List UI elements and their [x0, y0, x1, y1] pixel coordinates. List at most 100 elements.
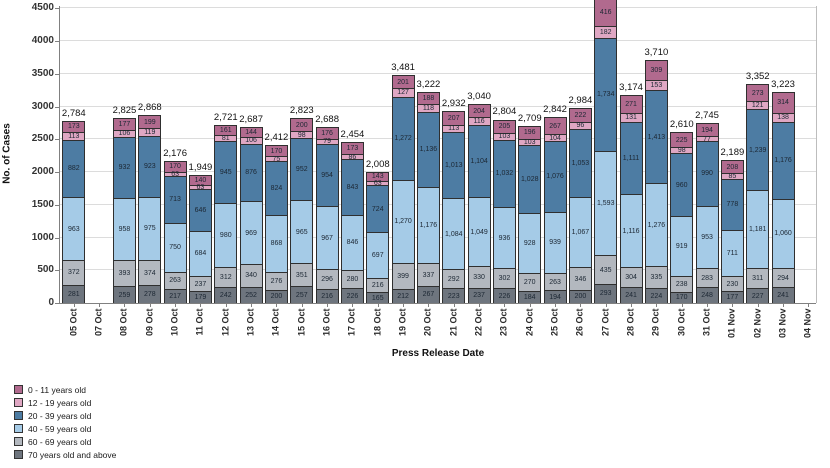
- bar-total-label: 2,932: [441, 98, 466, 110]
- bar-value-label: 1,028: [520, 175, 539, 183]
- legend-item: 12 - 19 years old: [14, 396, 116, 409]
- x-tick-label: 01 Nov: [726, 308, 737, 339]
- bar-segment: 919: [670, 216, 694, 277]
- x-tick-mark: [453, 304, 455, 307]
- bar-value-label: 954: [321, 171, 333, 179]
- bar-value-label: 1,013: [444, 162, 463, 170]
- bar-segment: 200: [264, 289, 288, 303]
- bar-segment: 945: [214, 140, 238, 203]
- bar-value-label: 923: [143, 163, 156, 171]
- bar-segment: 1,734: [594, 37, 618, 152]
- bar-segment: 179: [188, 291, 212, 303]
- x-tick-label: 28 Oct: [625, 308, 636, 337]
- bar-segment: 86: [340, 154, 364, 161]
- bar-value-label: 939: [549, 239, 561, 247]
- bar-value-label: 304: [625, 274, 637, 282]
- legend-item: 0 - 11 years old: [14, 383, 116, 396]
- bar-segment: 226: [492, 288, 516, 303]
- bar-value-label: 237: [473, 292, 485, 300]
- bar-value-label: 257: [295, 291, 308, 299]
- legend-swatch: [14, 450, 23, 459]
- bar-segment: 963: [62, 197, 86, 261]
- bar-segment: 330: [467, 265, 491, 288]
- bar-segment: 1,111: [619, 121, 643, 195]
- bar-value-label: 1,053: [571, 159, 590, 167]
- bar-segment: 118: [416, 104, 440, 112]
- bar-segment: 226: [340, 288, 364, 303]
- bar-value-label: 372: [67, 269, 80, 277]
- legend-swatch: [14, 385, 23, 394]
- x-tick-label: 07 Oct: [93, 308, 104, 337]
- bar-total-label: 2,784: [61, 107, 86, 119]
- x-tick-mark: [783, 304, 785, 307]
- bar-value-label: 188: [422, 95, 435, 103]
- bar-segment: 304: [619, 267, 643, 288]
- bar-segment: 713: [163, 175, 187, 223]
- bar-value-label: 113: [68, 132, 80, 140]
- bar: 170 238 919 960 98 225: [670, 132, 694, 303]
- bar-value-label: 969: [245, 229, 257, 237]
- x-tick-label: 10 Oct: [169, 308, 180, 337]
- bar-segment: 1,028: [518, 145, 542, 213]
- bar-segment: 294: [771, 268, 795, 288]
- y-tick-mark: [55, 270, 59, 272]
- bar-total-label: 2,688: [315, 114, 339, 126]
- y-tick-label: 3000: [31, 100, 54, 112]
- bar: 257 351 965 952 98 200: [290, 118, 314, 303]
- bar-segment: 116: [467, 117, 491, 125]
- bar-segment: 263: [163, 271, 187, 289]
- bar-segment: 106: [112, 129, 136, 137]
- bar-segment: 270: [518, 273, 542, 291]
- bar-value-label: 241: [625, 292, 637, 300]
- x-tick-mark: [529, 304, 531, 307]
- bar-value-label: 226: [498, 292, 511, 300]
- x-tick-label: 05 Oct: [68, 308, 79, 337]
- bar-segment: 205: [492, 119, 516, 133]
- bar-segment: 170: [264, 145, 288, 157]
- bar-value-label: 63: [196, 183, 205, 191]
- bar: 267 337 1,176 1,136 118 188: [416, 92, 440, 303]
- bar-value-label: 230: [726, 280, 739, 288]
- bar-segment: 958: [112, 197, 136, 261]
- plot-area: 281 372 963 882 113 173 2,784 259 393 958 932 106 17…: [60, 0, 816, 303]
- bar-segment: 340: [239, 264, 263, 287]
- bar-segment: 103: [492, 132, 516, 140]
- bar: 200 276 868 824 75 170: [264, 145, 288, 303]
- bar-value-label: 199: [143, 118, 156, 126]
- bar-segment: 103: [518, 138, 542, 146]
- bar-segment: 684: [188, 231, 212, 276]
- legend-item: 60 - 69 years old: [14, 435, 116, 448]
- x-tick-mark: [757, 304, 759, 307]
- bar-value-label: 953: [701, 234, 713, 242]
- bar-value-label: 224: [650, 292, 663, 300]
- bar-segment: 975: [138, 196, 162, 261]
- bar-segment: 208: [720, 159, 744, 174]
- x-tick-label: 11 Oct: [194, 308, 205, 336]
- bar-value-label: 140: [194, 177, 207, 185]
- bar-value-label: 314: [777, 99, 789, 107]
- bar-value-label: 1,734: [596, 91, 615, 99]
- bar-segment: 280: [340, 269, 364, 289]
- bar-value-label: 351: [295, 271, 308, 279]
- bar-value-label: 990: [701, 170, 713, 178]
- y-tick-mark: [55, 303, 59, 304]
- bar-value-label: 242: [219, 292, 232, 300]
- bar-value-label: 1,272: [394, 135, 412, 143]
- bar-value-label: 138: [777, 114, 789, 122]
- bar-value-label: 280: [346, 276, 359, 284]
- bar-segment: 85: [720, 173, 744, 180]
- bar-segment: 223: [442, 288, 466, 303]
- bar-value-label: 1,067: [571, 229, 590, 237]
- bar-segment: 824: [264, 161, 288, 216]
- x-axis-line: [59, 303, 816, 304]
- bar-segment: 257: [290, 286, 314, 303]
- bar-value-label: 945: [219, 168, 232, 176]
- x-tick-mark: [656, 304, 658, 307]
- bar: 281 372 963 882 113 173: [62, 120, 86, 303]
- bar-value-label: 113: [448, 125, 460, 133]
- bar-value-label: 846: [346, 239, 359, 247]
- bar-value-label: 238: [675, 281, 688, 289]
- bar-segment: 965: [290, 200, 314, 264]
- bar-segment: 953: [695, 205, 719, 269]
- bar-value-label: 713: [169, 196, 181, 204]
